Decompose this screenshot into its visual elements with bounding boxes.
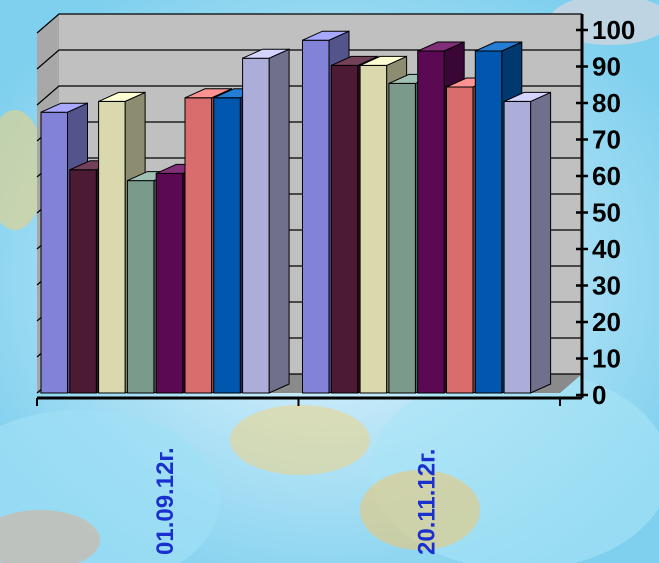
bar-front — [213, 97, 241, 394]
bar-top — [184, 88, 232, 99]
bar-front — [184, 97, 212, 394]
y-tick-label: 60 — [592, 161, 621, 191]
axes — [36, 14, 584, 406]
bar-front — [503, 100, 532, 394]
y-tick-label: 20 — [592, 307, 621, 337]
bar-front — [302, 39, 330, 394]
bar-front — [98, 100, 126, 394]
bar-top — [302, 30, 350, 41]
y-tick-label: 100 — [592, 15, 635, 45]
bar-front — [126, 180, 155, 394]
bar-front — [359, 64, 388, 394]
bar-side — [268, 48, 290, 394]
bar-front — [40, 111, 68, 394]
y-tick-label: 80 — [592, 88, 621, 118]
bar-front — [446, 86, 474, 394]
bar-front — [417, 50, 445, 394]
x-axis-category-labels: 01.09.12г. 20.11.12г. — [152, 447, 441, 555]
y-axis-tick-labels: 0 10 20 30 40 50 60 70 80 90 100 — [576, 15, 635, 410]
y-tick-label: 90 — [592, 52, 621, 82]
bar-front — [69, 169, 97, 394]
bar-front — [242, 57, 270, 394]
bar-top — [503, 91, 551, 102]
bar-top — [475, 41, 523, 52]
gridline — [36, 13, 582, 34]
bar-side — [530, 91, 552, 394]
y-tick-label: 0 — [592, 380, 606, 410]
bar-front — [330, 64, 359, 394]
bars — [40, 30, 552, 394]
bar — [503, 91, 552, 394]
y-tick-label: 70 — [592, 125, 621, 155]
y-tick-label: 10 — [592, 344, 621, 374]
bar — [242, 48, 290, 394]
bar-top — [417, 41, 465, 52]
y-tick-label: 40 — [592, 234, 621, 264]
x-category-label: 01.09.12г. — [152, 447, 179, 555]
bar-front — [155, 172, 184, 394]
bar-top — [40, 102, 88, 113]
y-tick-label: 50 — [592, 198, 621, 228]
bar-front — [474, 50, 503, 394]
bar-top — [331, 55, 379, 66]
gridline — [36, 49, 582, 70]
bar-top — [359, 55, 407, 66]
x-category-label: 20.11.12г. — [413, 449, 440, 555]
bar-top — [242, 48, 290, 59]
y-tick-label: 30 — [592, 271, 621, 301]
bar-top — [98, 91, 146, 102]
bar-front — [388, 82, 416, 394]
